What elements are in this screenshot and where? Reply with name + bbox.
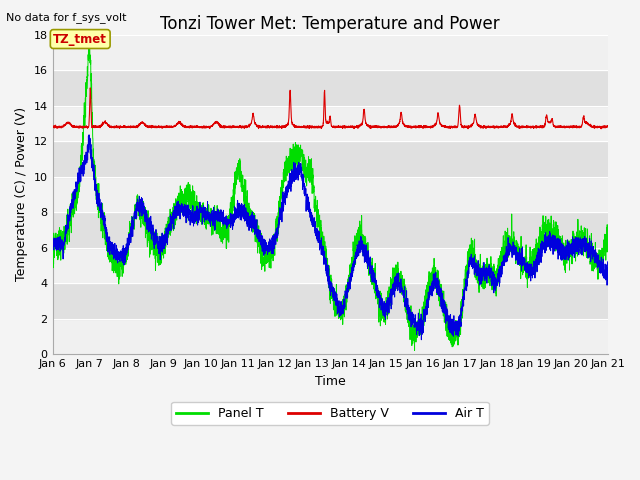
Title: Tonzi Tower Met: Temperature and Power: Tonzi Tower Met: Temperature and Power	[160, 15, 500, 33]
Bar	[52, 106, 607, 141]
Text: TZ_tmet: TZ_tmet	[53, 33, 107, 46]
X-axis label: Time: Time	[315, 374, 346, 387]
Bar	[52, 248, 607, 283]
Bar	[52, 212, 607, 248]
Bar	[52, 35, 607, 70]
Bar	[52, 141, 607, 177]
Bar	[52, 319, 607, 354]
Legend: Panel T, Battery V, Air T: Panel T, Battery V, Air T	[172, 402, 488, 425]
Bar	[52, 70, 607, 106]
Y-axis label: Temperature (C) / Power (V): Temperature (C) / Power (V)	[15, 107, 28, 281]
Bar	[52, 177, 607, 212]
Bar	[52, 283, 607, 319]
Text: No data for f_sys_volt: No data for f_sys_volt	[6, 12, 127, 23]
